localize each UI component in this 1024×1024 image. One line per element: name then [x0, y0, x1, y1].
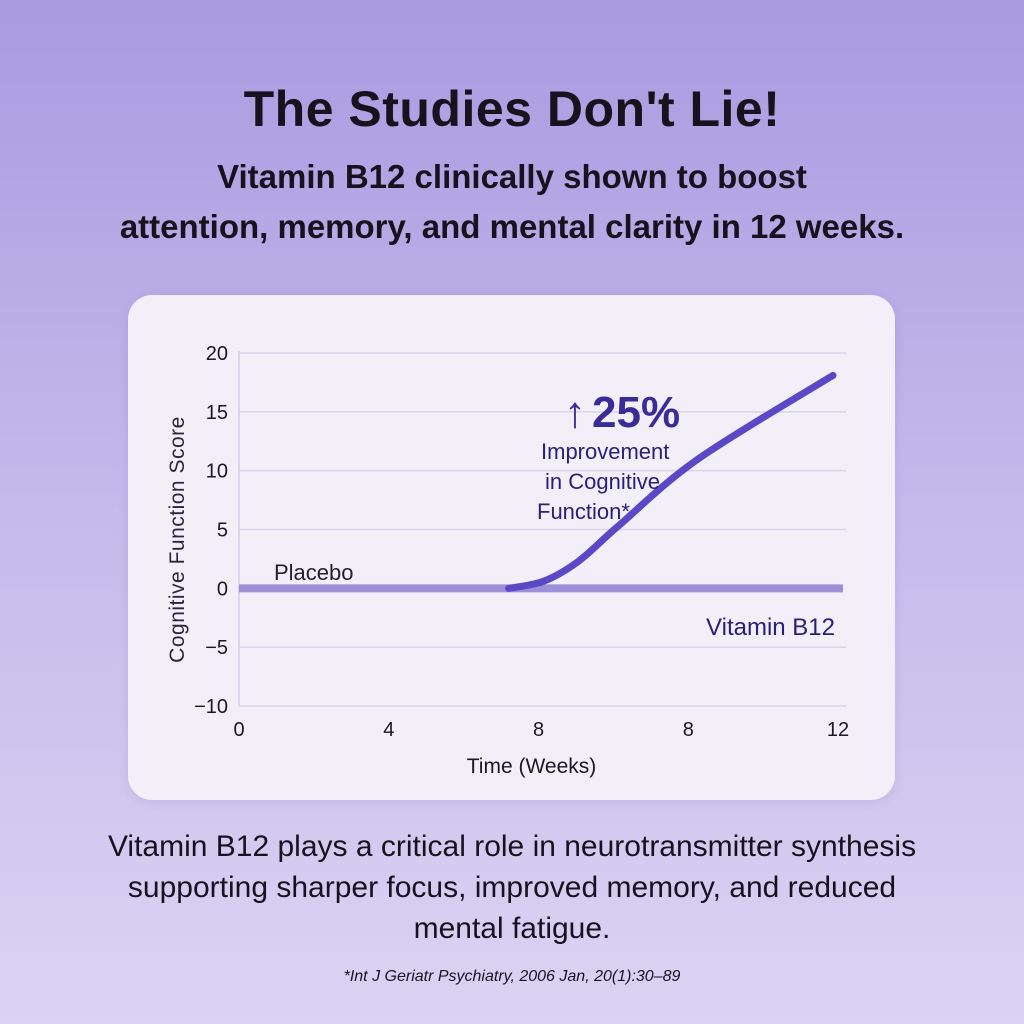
- y-tick-label: 0: [217, 578, 228, 600]
- subtitle-line: attention, memory, and mental clarity in…: [119, 208, 905, 245]
- x-tick-label: 8: [533, 719, 544, 741]
- y-tick-label: −10: [194, 696, 228, 718]
- vitamin-b12-label: Vitamin B12: [706, 614, 835, 641]
- page-title: The Studies Don't Lie!: [243, 81, 781, 137]
- placebo-label: Placebo: [274, 560, 354, 585]
- y-tick-label: 5: [217, 520, 228, 542]
- x-tick-label: 4: [383, 719, 394, 741]
- y-axis-label: Cognitive Function Score: [166, 416, 189, 663]
- description: Vitamin B12 plays a critical role in neu…: [40, 826, 984, 949]
- description-line: Vitamin B12 plays a critical role in neu…: [107, 830, 917, 863]
- citation: *Int J Geriatr Psychiatry, 2006 Jan, 20(…: [343, 968, 681, 985]
- improvement-value: 25%: [592, 388, 680, 437]
- x-tick-label: 8: [683, 719, 694, 741]
- description-line: supporting sharper focus, improved memor…: [127, 871, 897, 904]
- y-tick-label: 15: [206, 402, 228, 424]
- y-tick-label: 20: [206, 343, 228, 365]
- chart-card: 20 15 10 5 0 −5 −10 0 4 8 8 12 Time (Weeks) Cognitive…: [128, 295, 895, 800]
- vitamin-b12-line: [505, 371, 837, 592]
- improvement-caption: Improvement: [541, 439, 669, 464]
- description-line: mental fatigue.: [413, 912, 611, 945]
- improvement-caption: Function*: [537, 499, 630, 524]
- y-tick-label: −5: [205, 637, 228, 659]
- x-tick-label: 0: [233, 719, 244, 741]
- x-axis-label: Time (Weeks): [467, 755, 597, 778]
- improvement-caption: in Cognitive: [545, 469, 660, 494]
- y-tick-label: 10: [206, 461, 228, 483]
- subtitle: Vitamin B12 clinically shown to boost at…: [60, 152, 964, 252]
- subtitle-line: Vitamin B12 clinically shown to boost: [217, 158, 807, 195]
- x-tick-label: 12: [827, 719, 849, 741]
- improvement-arrow-icon: ↑: [564, 388, 586, 437]
